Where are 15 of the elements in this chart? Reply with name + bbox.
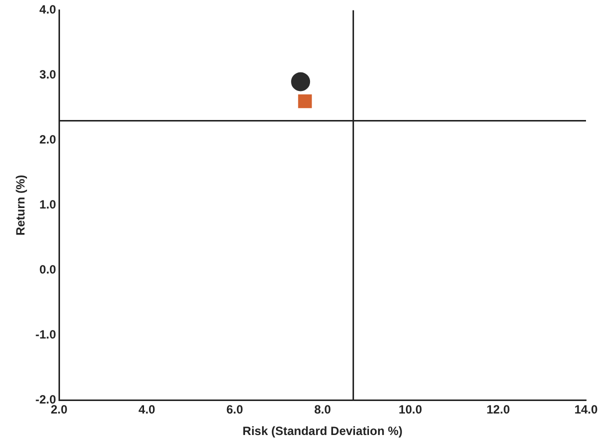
x-axis-title: Risk (Standard Deviation %) [242,424,403,438]
x-tick-label: 12.0 [486,402,510,417]
y-tick-label: -1.0 [35,328,56,342]
y-tick-label: 0.0 [39,262,56,277]
x-tick-label: 4.0 [138,402,156,417]
y-axis-title: Return (%) [14,174,28,236]
x-tick-label: 14.0 [574,402,598,417]
x-tick-label: 6.0 [226,402,244,417]
y-tick-label: 1.0 [39,198,56,212]
x-tick-label: 2.0 [50,402,68,417]
y-tick-label: 4.0 [39,2,56,17]
x-tick-label: 10.0 [398,402,422,417]
x-tick-label: 8.0 [314,402,332,417]
y-tick-label: 2.0 [39,132,56,147]
y-tick-label: 3.0 [39,68,56,82]
